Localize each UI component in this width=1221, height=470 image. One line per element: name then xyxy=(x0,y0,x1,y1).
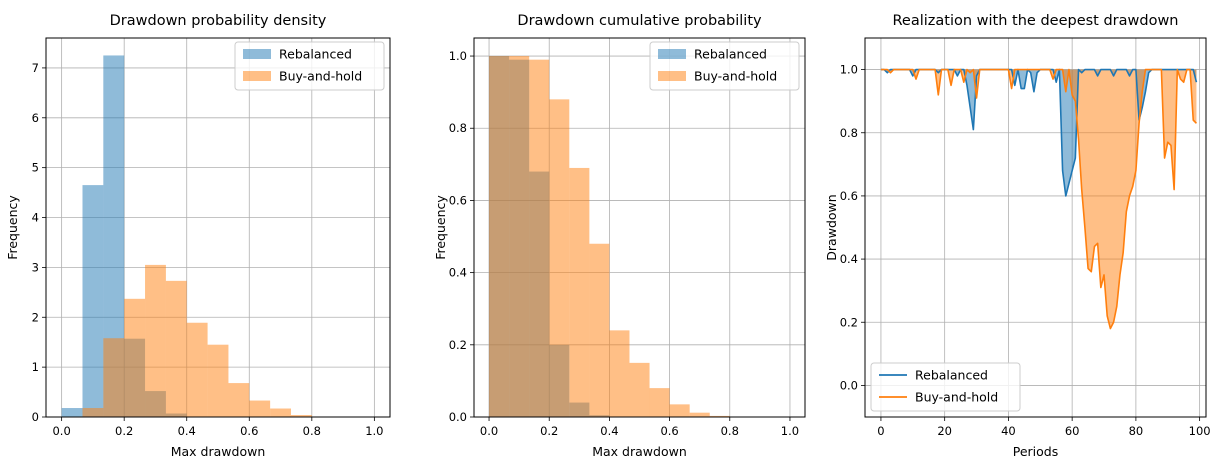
y-tick-label: 0.0 xyxy=(449,410,467,424)
legend-label-buy-and-hold: Buy-and-hold xyxy=(915,390,998,405)
bar-buy-and-hold xyxy=(689,412,710,417)
y-tick-label: 0.2 xyxy=(449,338,467,352)
y-tick-label: 0.0 xyxy=(840,378,858,392)
bar-buy-and-hold xyxy=(145,264,166,417)
bar-buy-and-hold xyxy=(103,338,125,417)
legend-label-rebalanced: Rebalanced xyxy=(915,368,988,383)
bar-buy-and-hold xyxy=(649,388,670,417)
bar-rebalanced xyxy=(82,185,104,417)
y-tick-label: 7 xyxy=(32,61,39,75)
y-tick-label: 1.0 xyxy=(449,49,467,63)
legend-label-rebalanced: Rebalanced xyxy=(694,47,767,62)
x-tick-label: 0.0 xyxy=(52,424,70,438)
bar-buy-and-hold xyxy=(549,99,570,417)
bar-rebalanced xyxy=(61,408,83,417)
bar-buy-and-hold xyxy=(529,59,550,418)
bar-buy-and-hold xyxy=(228,383,250,417)
x-tick-label: 60 xyxy=(1065,424,1080,438)
y-tick-label: 5 xyxy=(32,161,39,175)
y-tick-label: 0.8 xyxy=(840,126,858,140)
y-tick-label: 1.0 xyxy=(840,63,858,77)
legend-swatch-rebalanced xyxy=(243,49,271,59)
x-tick-label: 0.8 xyxy=(721,424,739,438)
bar-buy-and-hold xyxy=(207,344,229,417)
bar-buy-and-hold xyxy=(165,280,187,417)
bar-buy-and-hold xyxy=(82,408,104,417)
x-tick-label: 0.2 xyxy=(115,424,133,438)
bar-buy-and-hold xyxy=(509,56,530,418)
y-tick-label: 4 xyxy=(32,211,39,225)
legend-label-rebalanced: Rebalanced xyxy=(279,47,352,62)
y-tick-label: 6 xyxy=(32,111,39,125)
x-tick-label: 0.8 xyxy=(303,424,321,438)
x-tick-label: 0.4 xyxy=(178,424,196,438)
bar-buy-and-hold xyxy=(489,56,510,418)
y-tick-label: 0.6 xyxy=(840,189,858,203)
panel-title: Drawdown probability density xyxy=(110,13,327,29)
panel-title: Realization with the deepest drawdown xyxy=(893,13,1179,29)
y-axis-label: Frequency xyxy=(5,195,20,260)
legend: Rebalanced Buy-and-hold xyxy=(870,362,1021,412)
x-tick-label: 100 xyxy=(1189,424,1211,438)
y-tick-label: 0.6 xyxy=(449,193,467,207)
bar-buy-and-hold xyxy=(669,404,690,417)
x-tick-label: 80 xyxy=(1129,424,1144,438)
legend-label-buy-and-hold: Buy-and-hold xyxy=(694,69,777,84)
x-tick-label: 20 xyxy=(937,424,952,438)
legend-swatch-buy-and-hold xyxy=(658,71,686,81)
x-tick-label: 0.4 xyxy=(600,424,618,438)
bar-buy-and-hold xyxy=(709,415,730,417)
bar-buy-and-hold xyxy=(124,298,146,417)
y-tick-label: 1 xyxy=(32,360,39,374)
bar-buy-and-hold xyxy=(609,330,630,417)
legend: Rebalanced Buy-and-hold xyxy=(649,41,800,91)
y-axis-label: Drawdown xyxy=(824,194,839,260)
bar-buy-and-hold xyxy=(569,167,590,417)
line-buy-and-hold xyxy=(880,68,1198,330)
x-tick-label: 0.6 xyxy=(660,424,678,438)
legend-label-buy-and-hold: Buy-and-hold xyxy=(279,69,362,84)
x-tick-label: 0.2 xyxy=(540,424,558,438)
legend: Rebalanced Buy-and-hold xyxy=(234,41,385,91)
x-tick-label: 0.6 xyxy=(240,424,258,438)
x-tick-label: 0 xyxy=(877,424,884,438)
bar-buy-and-hold xyxy=(270,408,291,417)
y-tick-label: 0.4 xyxy=(449,266,467,280)
bar-buy-and-hold xyxy=(629,362,650,417)
y-axis-label: Frequency xyxy=(433,195,448,260)
bar-buy-and-hold xyxy=(589,243,610,417)
x-axis-label: Max drawdown xyxy=(171,444,266,459)
bar-rebalanced xyxy=(103,55,125,417)
panel-cumulative: 0.0 0.2 0.4 0.6 0.8 1.0 0.0 0.2 0.4 0.6 0.8 1.0 Dra… xyxy=(433,13,806,459)
y-tick-label: 0.4 xyxy=(840,252,858,266)
area-buy-and-hold xyxy=(880,69,1197,329)
legend-swatch-buy-and-hold xyxy=(243,71,271,81)
y-tick-label: 3 xyxy=(32,260,39,274)
x-tick-label: 40 xyxy=(1001,424,1016,438)
x-tick-label: 0.0 xyxy=(480,424,498,438)
x-tick-label: 1.0 xyxy=(365,424,383,438)
bar-buy-and-hold xyxy=(186,322,208,417)
y-tick-label: 0.8 xyxy=(449,121,467,135)
x-tick-label: 1.0 xyxy=(781,424,799,438)
y-tick-label: 0 xyxy=(32,410,39,424)
panel-realization: 0 20 40 60 80 100 0.0 0.2 0.4 0.6 0.8 1.0 Realizati… xyxy=(824,13,1211,459)
x-axis-label: Max drawdown xyxy=(592,444,687,459)
panel-title: Drawdown cumulative probability xyxy=(517,13,762,29)
legend-swatch-rebalanced xyxy=(658,49,686,59)
bar-buy-and-hold xyxy=(290,415,312,417)
panel-density: 0.0 0.2 0.4 0.6 0.8 1.0 0 1 2 3 4 5 6 7 Drawdown prob… xyxy=(5,13,391,459)
y-tick-label: 0.2 xyxy=(840,315,858,329)
y-tick-label: 2 xyxy=(32,310,39,324)
x-axis-label: Periods xyxy=(1013,444,1059,459)
bar-buy-and-hold xyxy=(249,400,271,417)
